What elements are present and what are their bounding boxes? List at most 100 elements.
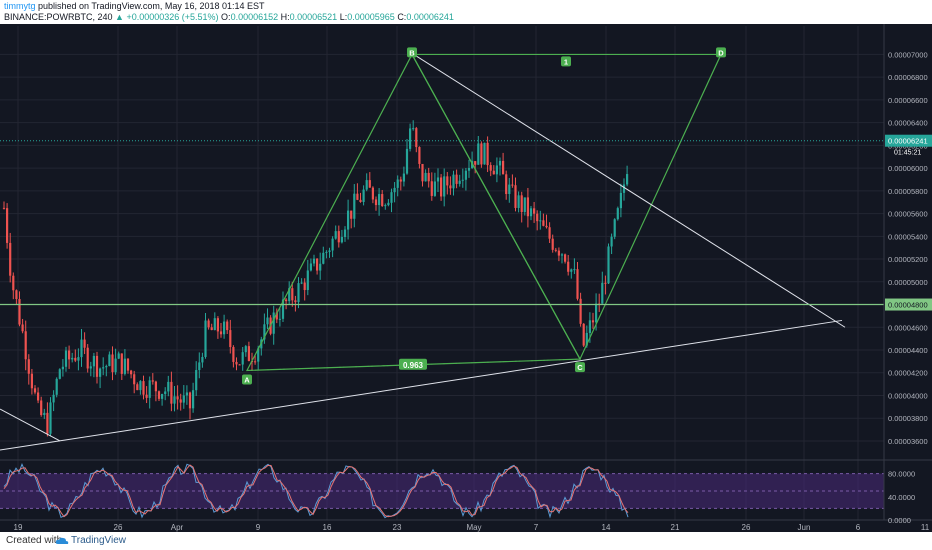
candle-body	[489, 165, 492, 171]
candle-body	[502, 160, 505, 175]
candle-body	[111, 354, 114, 373]
candle-body	[316, 258, 319, 271]
candle-body	[539, 220, 542, 222]
price-tick-label: 0.00003600	[888, 437, 928, 446]
candle-body	[492, 170, 495, 175]
author-link[interactable]: timmytg	[4, 1, 36, 11]
candle-body	[254, 361, 257, 363]
candle-body	[604, 282, 607, 284]
point-b-label-bg	[407, 47, 417, 58]
candle-body	[551, 238, 554, 250]
stochastic-band	[0, 473, 884, 509]
candle-body	[449, 185, 452, 189]
price-tick-label: 0.00006000	[888, 164, 928, 173]
candle-body	[102, 367, 105, 369]
cloud-icon	[55, 537, 69, 544]
publish-line: timmytg published on TradingView.com, Ma…	[4, 1, 265, 11]
horizontal-level-tag: 0.00004800	[888, 301, 928, 310]
point-a-label: A	[244, 375, 250, 384]
candle-body	[272, 312, 275, 334]
candle-body	[601, 282, 604, 304]
candle-body	[415, 128, 418, 148]
candle-body	[30, 373, 33, 389]
candle-body	[626, 174, 629, 185]
candle-body	[613, 219, 616, 237]
candle-body	[365, 180, 368, 190]
low-value: 0.00005965	[347, 12, 395, 22]
candle-body	[412, 128, 415, 130]
candle-body	[595, 303, 598, 323]
pattern-labels: 0.00006241 01:45:21 0.00004800 A B C D 0.963 1	[242, 47, 932, 385]
candle-body	[610, 236, 613, 247]
candle-body	[303, 282, 306, 291]
candle-body	[95, 355, 99, 377]
ac-ratio-label-bg	[399, 358, 427, 370]
symbol-label: BINANCE:POWRBTC, 240	[4, 12, 113, 22]
high-value: 0.00006521	[289, 12, 338, 22]
candle-body	[387, 202, 390, 206]
ohlc-line: BINANCE:POWRBTC, 240 ▲ +0.00000326 (+5.5…	[4, 12, 454, 22]
candle-body	[6, 208, 9, 243]
candle-body	[33, 388, 37, 393]
candle-body	[89, 366, 92, 369]
tradingview-link[interactable]: TradingView	[71, 535, 127, 546]
candle-body	[123, 358, 126, 374]
candle-body	[334, 231, 337, 239]
chart-canvas[interactable]: 0.00007000 0.00006800 0.00006600 0.00006400…	[0, 24, 932, 532]
candle-body	[232, 347, 235, 362]
time-tick-label: 6	[856, 523, 861, 532]
candle-body	[37, 392, 40, 401]
candle-body	[170, 381, 173, 404]
price-tick-label: 0.00004400	[888, 346, 928, 355]
candle-body	[105, 366, 108, 368]
candle-body	[498, 160, 502, 166]
candle-body	[452, 174, 455, 189]
candle-body	[548, 227, 551, 239]
candle-body	[176, 396, 179, 400]
candle-body	[120, 353, 123, 374]
candle-body	[18, 299, 21, 325]
current-price-tag-bg	[885, 134, 932, 147]
pattern-triangle-bcd	[410, 53, 722, 361]
candle-body	[514, 185, 517, 208]
bd-ratio-label-bg	[561, 56, 571, 67]
candle-body	[24, 331, 27, 360]
candle-body	[297, 283, 300, 303]
candle-body	[368, 180, 371, 188]
candle-body	[567, 261, 570, 272]
candle-body	[157, 391, 161, 399]
candle-body	[533, 208, 536, 214]
candle-body	[557, 250, 560, 256]
candle-body	[455, 174, 458, 184]
candle-body	[591, 320, 595, 323]
bd-ratio-label: 1	[564, 57, 568, 66]
candle-body	[161, 394, 164, 399]
time-tick-label: 16	[323, 523, 332, 532]
countdown-tag: 01:45:21	[894, 150, 921, 157]
time-axis: 19 26 Apr 9 16 23 May 7 14 21 26 Jun 6 11	[14, 523, 930, 532]
candles	[2, 120, 629, 437]
grid	[0, 26, 884, 520]
candle-body	[179, 399, 182, 403]
candle-body	[390, 192, 393, 203]
open-label: O:	[221, 12, 231, 22]
price-tick-label: 0.00005000	[888, 278, 928, 287]
candle-body	[173, 396, 176, 404]
candle-body	[576, 269, 579, 299]
support-trendline	[0, 319, 843, 451]
candle-body	[182, 395, 185, 403]
candle-body	[126, 358, 130, 371]
candle-body	[244, 346, 247, 353]
candle-body	[495, 165, 498, 175]
candle-body	[130, 370, 133, 375]
time-tick-label: 9	[256, 523, 261, 532]
candle-body	[309, 263, 312, 271]
candle-body	[188, 392, 192, 409]
candle-body	[114, 358, 117, 373]
point-b-label: B	[409, 48, 415, 57]
candle-body	[340, 236, 343, 243]
candle-body	[117, 353, 120, 359]
candle-body	[582, 323, 585, 346]
candle-body	[9, 242, 12, 276]
candle-body	[139, 381, 142, 391]
